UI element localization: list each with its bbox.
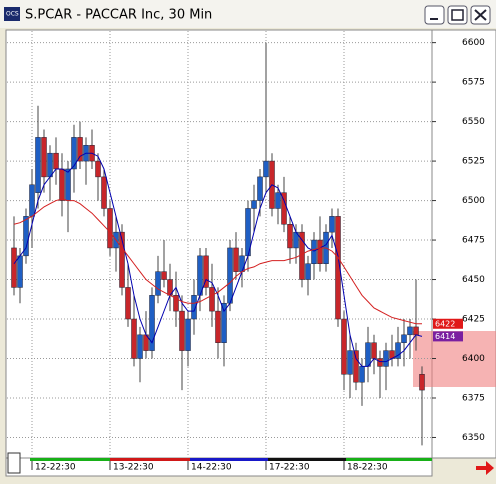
moving-average-line (13, 198, 422, 325)
x-tick-label: 14-22:30 (191, 463, 232, 473)
candle-body (341, 318, 347, 375)
close-button[interactable] (470, 5, 491, 25)
candle-body (125, 287, 131, 320)
maximize-button[interactable] (447, 5, 468, 25)
candle-body (29, 184, 35, 217)
candle-body (179, 310, 185, 351)
y-tick-label: 6500 (462, 196, 485, 206)
candle-body (221, 302, 227, 343)
y-tick-label: 6600 (462, 38, 485, 48)
candle-body (317, 239, 323, 264)
candle-body (119, 231, 125, 288)
y-tick-label: 6550 (462, 117, 485, 127)
candle-body (59, 168, 65, 201)
y-tick-label: 6425 (462, 315, 485, 325)
candle-body (77, 137, 83, 162)
price-marker (433, 331, 463, 342)
candle-body (53, 152, 59, 170)
candle-body (371, 342, 377, 359)
candle-body (413, 326, 419, 336)
x-tick-label: 12-22:30 (35, 463, 76, 473)
candle-body (71, 137, 77, 170)
scroll-arrow[interactable] (476, 461, 494, 475)
candle-body (257, 176, 263, 201)
y-tick-label: 6350 (462, 433, 485, 443)
candle-body (275, 192, 281, 209)
candle-body (149, 295, 155, 351)
y-tick-label: 6400 (462, 354, 485, 364)
candle-body (161, 271, 167, 280)
candle-body (191, 295, 197, 320)
candle-body (131, 318, 137, 359)
candle-body (227, 247, 233, 304)
candle-body (11, 247, 17, 288)
candle-body (95, 160, 101, 178)
moving-average-line (13, 152, 423, 367)
y-tick-label: 6575 (462, 78, 485, 88)
candle-body (419, 374, 425, 391)
candle-body (347, 350, 353, 375)
candle-body (107, 208, 113, 249)
candle-body (383, 350, 389, 367)
candle-body (215, 310, 221, 343)
minimize-button[interactable] (424, 5, 445, 25)
candle-body (377, 358, 383, 367)
candle-body (407, 326, 413, 336)
candle-body (137, 334, 143, 359)
price-marker (433, 318, 463, 329)
x-tick-label: 13-22:30 (113, 463, 154, 473)
y-tick-label: 6450 (462, 275, 485, 285)
candle-body (203, 255, 209, 288)
candle-body (287, 224, 293, 249)
candle-body (311, 239, 317, 264)
price-marker-label: 6422 (435, 319, 455, 328)
candle-body (335, 216, 341, 320)
candle-body (35, 137, 41, 193)
y-tick-label: 6475 (462, 236, 485, 246)
y-tick-label: 6525 (462, 157, 485, 167)
candle-body (173, 295, 179, 312)
candle-body (65, 168, 71, 201)
candle-body (329, 216, 335, 233)
candle-body (305, 263, 311, 280)
candle-body (401, 334, 407, 343)
candle-body (365, 342, 371, 367)
candle-body (155, 271, 161, 296)
candle-body (185, 318, 191, 351)
candle-body (251, 200, 257, 209)
candle-body (209, 287, 215, 312)
candle-body (263, 160, 269, 178)
candle-body (41, 137, 47, 178)
x-tick-label: 17-22:30 (269, 463, 310, 473)
price-marker-label: 6414 (435, 332, 455, 341)
candle-body (353, 350, 359, 383)
candle-body (47, 152, 53, 178)
candle-body (101, 176, 107, 209)
candle-body (233, 247, 239, 272)
candle-body (359, 366, 365, 383)
window-title: S.PCAR - PACCAR Inc, 30 Min (25, 8, 212, 23)
candle-body (395, 342, 401, 359)
y-tick-label: 6375 (462, 393, 485, 403)
x-tick-label: 18-22:30 (347, 463, 388, 473)
candle-body (17, 255, 23, 288)
svg-text:OCS: OCS (6, 11, 19, 18)
candle-body (239, 255, 245, 272)
scroll-box[interactable] (7, 452, 21, 474)
